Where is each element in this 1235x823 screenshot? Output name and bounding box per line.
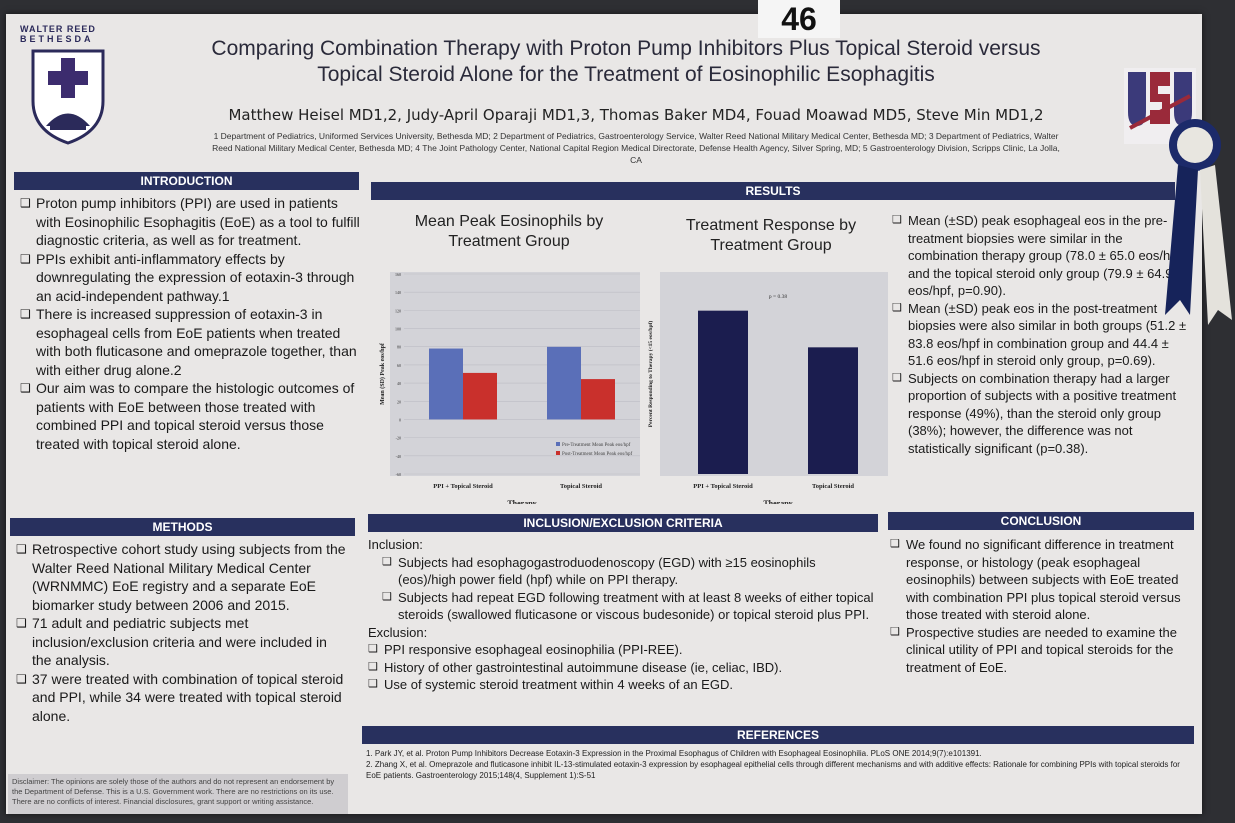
bar bbox=[581, 379, 615, 420]
x-axis-label: Therapy bbox=[507, 499, 536, 504]
references-header: REFERENCES bbox=[362, 726, 1194, 744]
tick-label: -20 bbox=[396, 436, 401, 441]
legend-swatch bbox=[556, 442, 560, 446]
tick-label: 80 bbox=[397, 345, 401, 350]
conclusion-header: CONCLUSION bbox=[888, 512, 1194, 530]
list-item: Retrospective cohort study using subject… bbox=[16, 540, 348, 614]
logo-line1: WALTER REED bbox=[20, 24, 96, 34]
poster: WALTER REED BETHESDA Comparing Combinati… bbox=[6, 14, 1202, 814]
list-item: Prospective studies are needed to examin… bbox=[890, 624, 1190, 677]
bar bbox=[698, 310, 748, 474]
inclusion-body: Inclusion: Subjects had esophagogastrodu… bbox=[368, 536, 876, 694]
list-item: 71 adult and pediatric subjects met incl… bbox=[16, 614, 348, 670]
references-body: 1. Park JY, et al. Proton Pump Inhibitor… bbox=[366, 748, 1186, 781]
tick-label: 0 bbox=[399, 417, 401, 422]
authors: Matthew Heisel MD1,2, Judy-April Oparaji… bbox=[228, 106, 1044, 124]
list-item: 37 were treated with combination of topi… bbox=[16, 670, 348, 726]
tick-label: 20 bbox=[397, 399, 401, 404]
inclusion-label: Inclusion: bbox=[368, 537, 423, 552]
poster-title: Comparing Combination Therapy with Proto… bbox=[146, 36, 1106, 88]
bar bbox=[547, 346, 581, 420]
results-header: RESULTS bbox=[371, 182, 1175, 200]
y-axis-label: Mean (SD) Peak eos/hpf bbox=[379, 342, 386, 405]
list-item: Our aim was to compare the histologic ou… bbox=[20, 379, 360, 453]
bar bbox=[808, 347, 858, 474]
tick-label: 140 bbox=[395, 290, 401, 295]
introduction-header: INTRODUCTION bbox=[14, 172, 359, 190]
tick-label: 100 bbox=[395, 327, 401, 332]
logo-line2: BETHESDA bbox=[20, 34, 94, 44]
award-ribbon-icon bbox=[1165, 119, 1232, 325]
list-item: Mean (±SD) peak esophageal eos in the pr… bbox=[892, 212, 1188, 300]
list-item: There is increased suppression of eotaxi… bbox=[20, 305, 360, 379]
introduction-body: Proton pump inhibitors (PPI) are used in… bbox=[20, 194, 360, 453]
tick-label: 60 bbox=[397, 363, 401, 368]
affiliations: 1 Department of Pediatrics, Uniformed Se… bbox=[212, 131, 1060, 165]
list-item: Subjects on combination therapy had a la… bbox=[892, 370, 1188, 458]
bar bbox=[463, 372, 497, 420]
list-item: Mean (±SD) peak eos in the post-treatmen… bbox=[892, 300, 1188, 370]
tick-label: -60 bbox=[396, 472, 401, 477]
reference-item: 1. Park JY, et al. Proton Pump Inhibitor… bbox=[366, 749, 982, 758]
walter-reed-logo: WALTER REED BETHESDA bbox=[20, 24, 120, 149]
mean-peak-eos-chart: -60 -40 -20 0 20 40 60 80 100 120 140 160 PPI + Topi… bbox=[379, 272, 640, 504]
category-label: Topical Steroid bbox=[560, 483, 602, 490]
title-line1: Comparing Combination Therapy with Proto… bbox=[211, 37, 1041, 60]
reference-item: 2. Zhang X, et al. Omeprazole and flutic… bbox=[366, 760, 1180, 780]
chart1-title: Mean Peak Eosinophils by Treatment Group bbox=[414, 213, 604, 250]
methods-header: METHODS bbox=[10, 518, 355, 536]
category-label: PPI + Topical Steroid bbox=[693, 483, 753, 490]
disclaimer: Disclaimer: The opinions are solely thos… bbox=[8, 774, 348, 814]
tick-label: 40 bbox=[397, 381, 401, 386]
title-line2: Topical Steroid Alone for the Treatment … bbox=[317, 63, 935, 86]
tick-label: 120 bbox=[395, 308, 401, 313]
results-body: Mean (±SD) peak esophageal eos in the pr… bbox=[892, 212, 1188, 457]
exclusion-label: Exclusion: bbox=[368, 624, 428, 640]
methods-body: Retrospective cohort study using subject… bbox=[16, 540, 348, 725]
inclusion-header: INCLUSION/EXCLUSION CRITERIA bbox=[368, 514, 878, 532]
list-item: Proton pump inhibitors (PPI) are used in… bbox=[20, 194, 360, 250]
list-item: Use of systemic steroid treatment within… bbox=[368, 676, 876, 694]
list-item: History of other gastrointestinal autoim… bbox=[368, 659, 876, 677]
list-item: Subjects had repeat EGD following treatm… bbox=[382, 589, 876, 624]
legend-label: Post-Treatment Mean Peak eos/hpf bbox=[562, 452, 633, 457]
legend-swatch bbox=[556, 451, 560, 455]
tick-label: 160 bbox=[395, 272, 401, 277]
list-item: PPIs exhibit anti-inflammatory effects b… bbox=[20, 250, 360, 306]
chart2-title: Treatment Response by Treatment Group bbox=[685, 217, 857, 254]
shield-icon bbox=[31, 49, 105, 145]
legend-label: Pre-Treatment Mean Peak eos/hpf bbox=[562, 443, 631, 448]
board-number: 46 bbox=[758, 0, 840, 38]
category-label: Topical Steroid bbox=[812, 483, 854, 490]
treatment-response-chart: PPI + Topical Steroid Topical Steroid p = … bbox=[647, 272, 888, 504]
y-axis-label: Percent Responding to Therapy (<15 eos/h… bbox=[647, 321, 654, 428]
list-item: We found no significant difference in tr… bbox=[890, 536, 1190, 624]
tick-label: -40 bbox=[396, 454, 401, 459]
list-item: Subjects had esophagogastroduodenoscopy … bbox=[382, 554, 876, 589]
p-value-annotation: p = 0.38 bbox=[769, 294, 787, 300]
list-item: PPI responsive esophageal eosinophilia (… bbox=[368, 641, 876, 659]
conclusion-body: We found no significant difference in tr… bbox=[890, 536, 1190, 676]
x-axis-label: Therapy bbox=[763, 499, 792, 504]
category-label: PPI + Topical Steroid bbox=[433, 483, 493, 490]
bar bbox=[429, 348, 463, 420]
